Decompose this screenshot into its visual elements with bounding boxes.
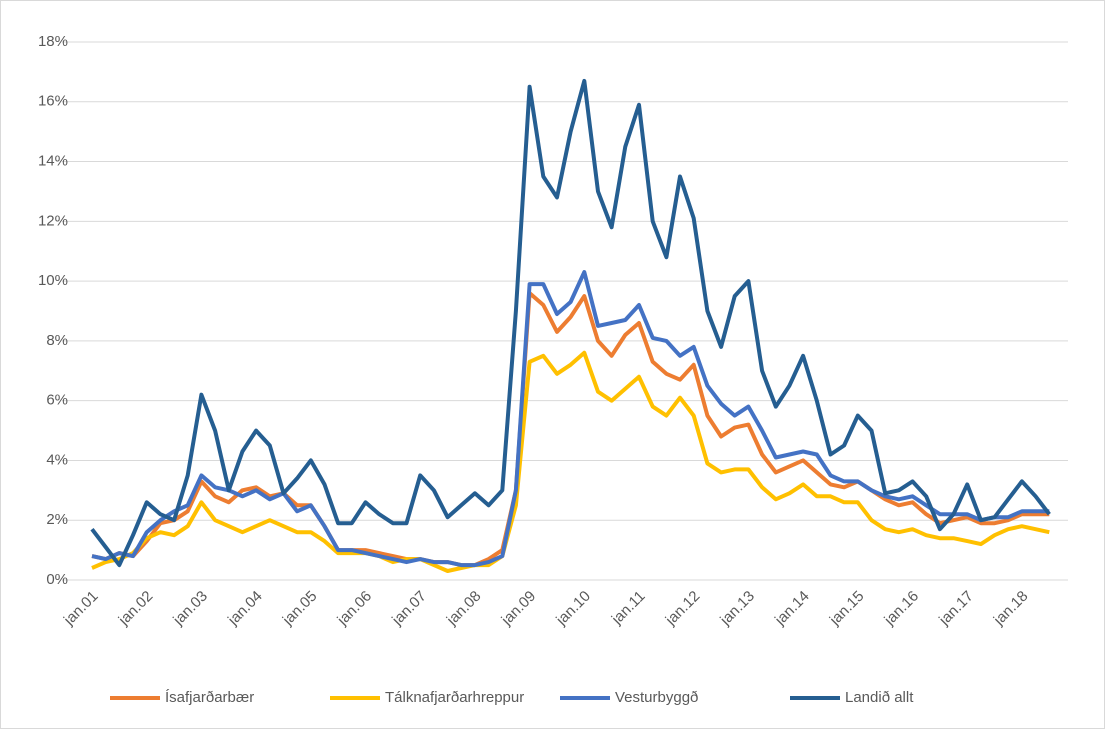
y-tick-label: 6%	[46, 392, 68, 409]
y-tick-label: 0%	[46, 571, 68, 588]
legend-label: Tálknafjarðarhreppur	[385, 689, 524, 706]
legend-label: Landið allt	[845, 689, 914, 706]
series-line	[91, 291, 1050, 568]
y-tick-label: 10%	[38, 272, 68, 289]
series-line	[91, 270, 1050, 568]
y-tick-label: 8%	[46, 332, 68, 349]
y-tick-label: 18%	[38, 33, 68, 50]
series-line	[90, 78, 1051, 568]
legend-label: Ísafjarðarbær	[165, 689, 254, 706]
legend-label: Vesturbyggð	[615, 689, 698, 706]
series-line	[91, 350, 1050, 573]
y-tick-label: 14%	[38, 153, 68, 170]
y-tick-label: 16%	[38, 93, 68, 110]
y-tick-label: 4%	[46, 451, 68, 468]
y-tick-label: 2%	[46, 511, 68, 528]
y-tick-label: 12%	[38, 212, 68, 229]
